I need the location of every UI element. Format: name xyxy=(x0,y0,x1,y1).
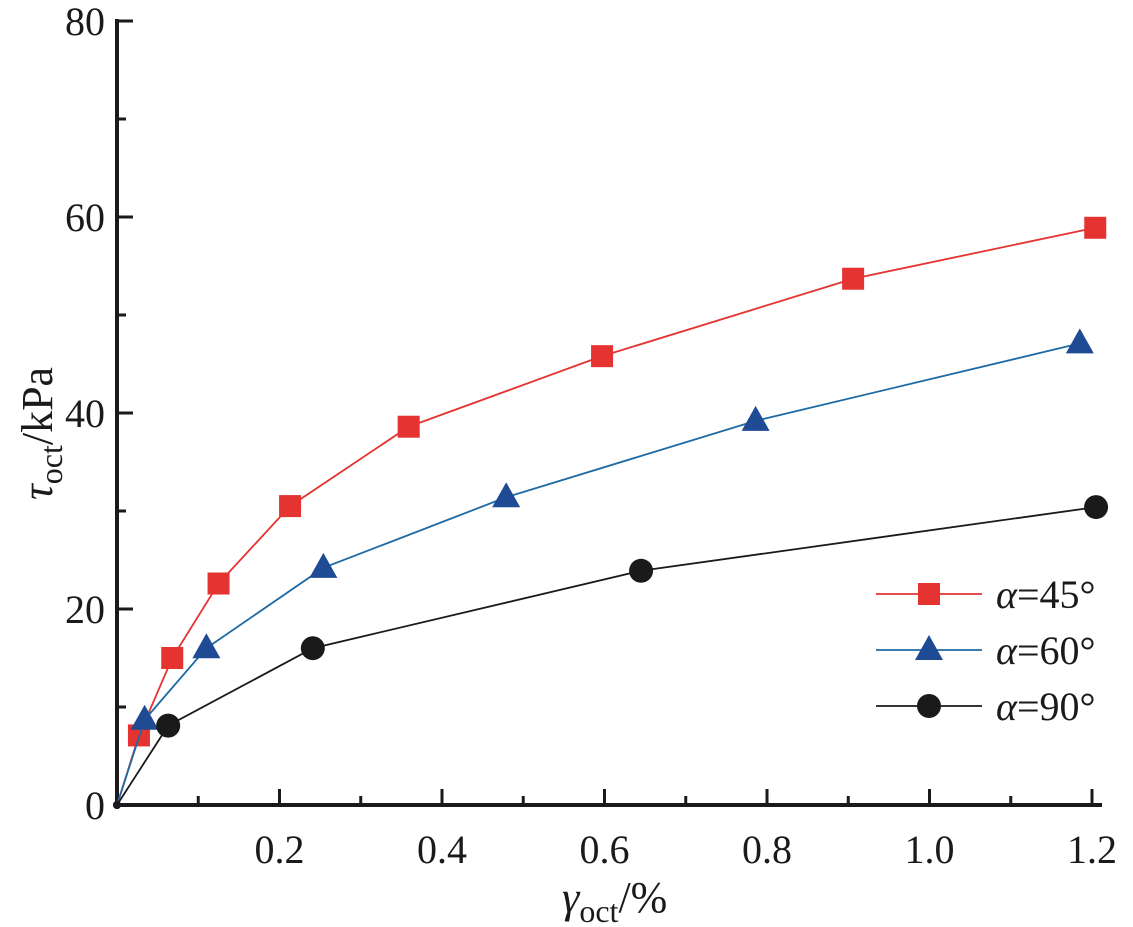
data-point xyxy=(113,801,121,809)
legend-label: α=45° xyxy=(996,572,1096,617)
series-3 xyxy=(113,495,1109,809)
data-point xyxy=(1084,495,1109,520)
data-point xyxy=(397,415,420,438)
legend: α=45° α=60° α=90° xyxy=(876,572,1096,729)
y-tick-label: 80 xyxy=(65,0,105,44)
data-point xyxy=(842,267,865,290)
data-point xyxy=(192,633,221,659)
data-point xyxy=(130,704,159,730)
series-line xyxy=(116,506,1097,806)
legend-label: α=90° xyxy=(996,684,1096,729)
series-line xyxy=(116,226,1096,806)
data-point xyxy=(279,495,302,518)
data-point xyxy=(300,636,325,661)
x-tick-label: 0.8 xyxy=(742,827,792,872)
series-group xyxy=(113,216,1109,809)
data-point xyxy=(1065,328,1094,354)
data-point xyxy=(629,558,654,583)
legend-marker xyxy=(917,694,941,718)
x-axis-label: γoct/% xyxy=(562,873,667,927)
data-point xyxy=(741,405,770,431)
data-point xyxy=(591,345,614,368)
series-1 xyxy=(113,216,1107,809)
x-tick-label: 0.2 xyxy=(255,827,305,872)
y-tick-label: 0 xyxy=(85,783,105,828)
legend-item-2: α=60° xyxy=(876,628,1096,673)
series-line xyxy=(116,342,1081,806)
legend-label: α=60° xyxy=(996,628,1096,673)
data-point xyxy=(161,647,184,669)
data-point xyxy=(492,482,521,508)
data-point xyxy=(1084,216,1107,239)
data-point xyxy=(207,572,230,595)
y-axis-label: τoct/kPa xyxy=(13,367,69,500)
legend-marker xyxy=(918,583,940,605)
legend-item-3: α=90° xyxy=(876,684,1096,729)
data-point xyxy=(156,713,181,738)
y-tick-label: 20 xyxy=(65,587,105,632)
y-tick-label: 60 xyxy=(65,195,105,240)
series-2 xyxy=(113,328,1094,809)
x-tick-label: 0.4 xyxy=(417,827,467,872)
y-tick-label: 40 xyxy=(65,391,105,436)
x-tick-label: 1.2 xyxy=(1067,827,1117,872)
x-tick-label: 1.0 xyxy=(905,827,955,872)
x-tick-label: 0.6 xyxy=(580,827,630,872)
data-point xyxy=(309,552,338,578)
axes: 0.2 0.4 0.6 0.8 1.0 1.2 0 20 40 60 80 xyxy=(65,0,1117,872)
legend-item-1: α=45° xyxy=(876,572,1096,617)
legend-marker xyxy=(915,635,943,660)
